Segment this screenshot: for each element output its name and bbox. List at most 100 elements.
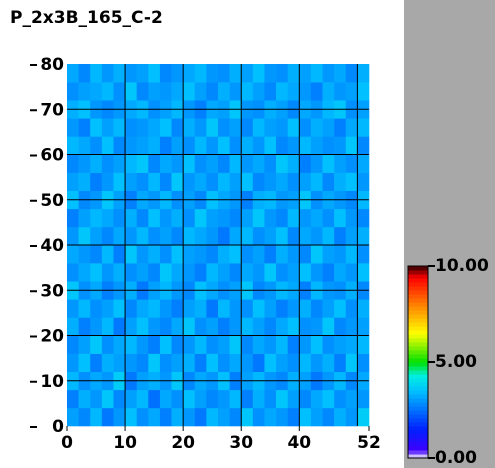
heat-cell xyxy=(183,154,196,173)
heat-cell xyxy=(276,226,288,246)
heat-cell xyxy=(334,245,347,264)
heat-cell xyxy=(310,154,323,173)
heat-cell xyxy=(345,82,358,101)
heat-cell xyxy=(252,299,265,318)
heat-cell xyxy=(229,172,242,191)
heat-cell xyxy=(264,172,277,191)
heat-cell xyxy=(194,208,207,228)
heat-cell xyxy=(334,407,347,427)
heat-cell xyxy=(206,82,219,101)
heat-cell xyxy=(148,389,161,409)
heat-cell xyxy=(264,245,277,264)
heat-cell xyxy=(194,407,207,427)
colorbar-step xyxy=(408,294,428,299)
heat-cell xyxy=(194,245,207,264)
heat-cell xyxy=(276,136,288,155)
heat-cell xyxy=(206,226,219,246)
heat-cell xyxy=(310,208,323,228)
heat-cell xyxy=(345,263,358,282)
heat-cell xyxy=(78,64,91,83)
heat-cell xyxy=(148,263,161,282)
heat-cell xyxy=(67,245,79,264)
heat-cell xyxy=(67,407,79,427)
heat-cell xyxy=(334,317,347,336)
heat-cell xyxy=(322,154,335,173)
heat-cell xyxy=(357,172,370,191)
heat-cell xyxy=(171,335,184,354)
heat-cell xyxy=(113,172,126,191)
colorbar-step xyxy=(408,314,428,319)
heat-cell xyxy=(78,154,91,173)
heat-cell xyxy=(194,64,207,83)
heat-cell xyxy=(334,263,347,282)
heat-cell xyxy=(159,245,172,264)
heat-cell xyxy=(264,353,277,372)
heat-cell xyxy=(159,136,172,155)
heat-cell xyxy=(264,118,277,137)
heat-cell xyxy=(218,407,230,427)
heat-cell xyxy=(310,317,323,336)
colorbar-step xyxy=(408,370,428,375)
heat-cell xyxy=(252,82,265,101)
heat-cell xyxy=(264,64,277,83)
heat-cell xyxy=(101,82,114,101)
heat-cell xyxy=(218,136,230,155)
heat-cell xyxy=(183,208,196,228)
colorbar-step xyxy=(408,374,428,379)
heat-cell xyxy=(67,118,79,137)
heat-cell xyxy=(194,226,207,246)
heat-cell xyxy=(276,82,288,101)
heat-cell xyxy=(171,64,184,83)
heat-cell xyxy=(299,353,312,372)
colorbar-step xyxy=(408,354,428,359)
heat-cell xyxy=(241,136,254,155)
heat-cell xyxy=(113,389,126,409)
heat-cell xyxy=(218,299,230,318)
heat-cell xyxy=(78,407,91,427)
heat-cell xyxy=(334,136,347,155)
heat-cell xyxy=(136,118,149,137)
heat-cell xyxy=(78,299,91,318)
heat-cell xyxy=(299,172,312,191)
heat-cell xyxy=(67,263,79,282)
heat-cell xyxy=(345,335,358,354)
heat-cell xyxy=(148,118,161,137)
heat-cell xyxy=(357,226,370,246)
y-tick-label: 50 xyxy=(40,191,64,211)
heat-cell xyxy=(345,226,358,246)
heat-cell xyxy=(125,389,137,409)
heat-cell xyxy=(113,317,126,336)
heat-cell xyxy=(310,245,323,264)
heat-cell xyxy=(276,154,288,173)
colorbar-step xyxy=(408,326,428,331)
heat-cell xyxy=(171,245,184,264)
heat-cell xyxy=(299,82,312,101)
heat-cell xyxy=(183,407,196,427)
heat-cell xyxy=(229,118,242,137)
heat-cell xyxy=(101,353,114,372)
colorbar-tick-label: 10.00 xyxy=(435,256,489,276)
heat-cell xyxy=(357,299,370,318)
heat-cell xyxy=(276,263,288,282)
colorbar-step xyxy=(408,290,428,295)
heat-cell xyxy=(310,389,323,409)
heat-cell xyxy=(310,118,323,137)
heat-cell xyxy=(345,353,358,372)
heat-cell xyxy=(322,118,335,137)
heat-cell xyxy=(183,353,196,372)
heat-cell xyxy=(206,299,219,318)
heat-cell xyxy=(241,245,254,264)
heat-cell xyxy=(299,263,312,282)
heat-cell xyxy=(183,172,196,191)
heat-cell xyxy=(264,299,277,318)
heat-cell xyxy=(264,317,277,336)
heat-cell xyxy=(183,245,196,264)
heat-cell xyxy=(171,299,184,318)
heat-cell xyxy=(136,245,149,264)
heat-cell xyxy=(136,154,149,173)
heat-cell xyxy=(345,118,358,137)
heat-cell xyxy=(287,64,300,83)
colorbar-step xyxy=(408,342,428,347)
heat-cell xyxy=(206,172,219,191)
heat-cell xyxy=(67,335,79,354)
